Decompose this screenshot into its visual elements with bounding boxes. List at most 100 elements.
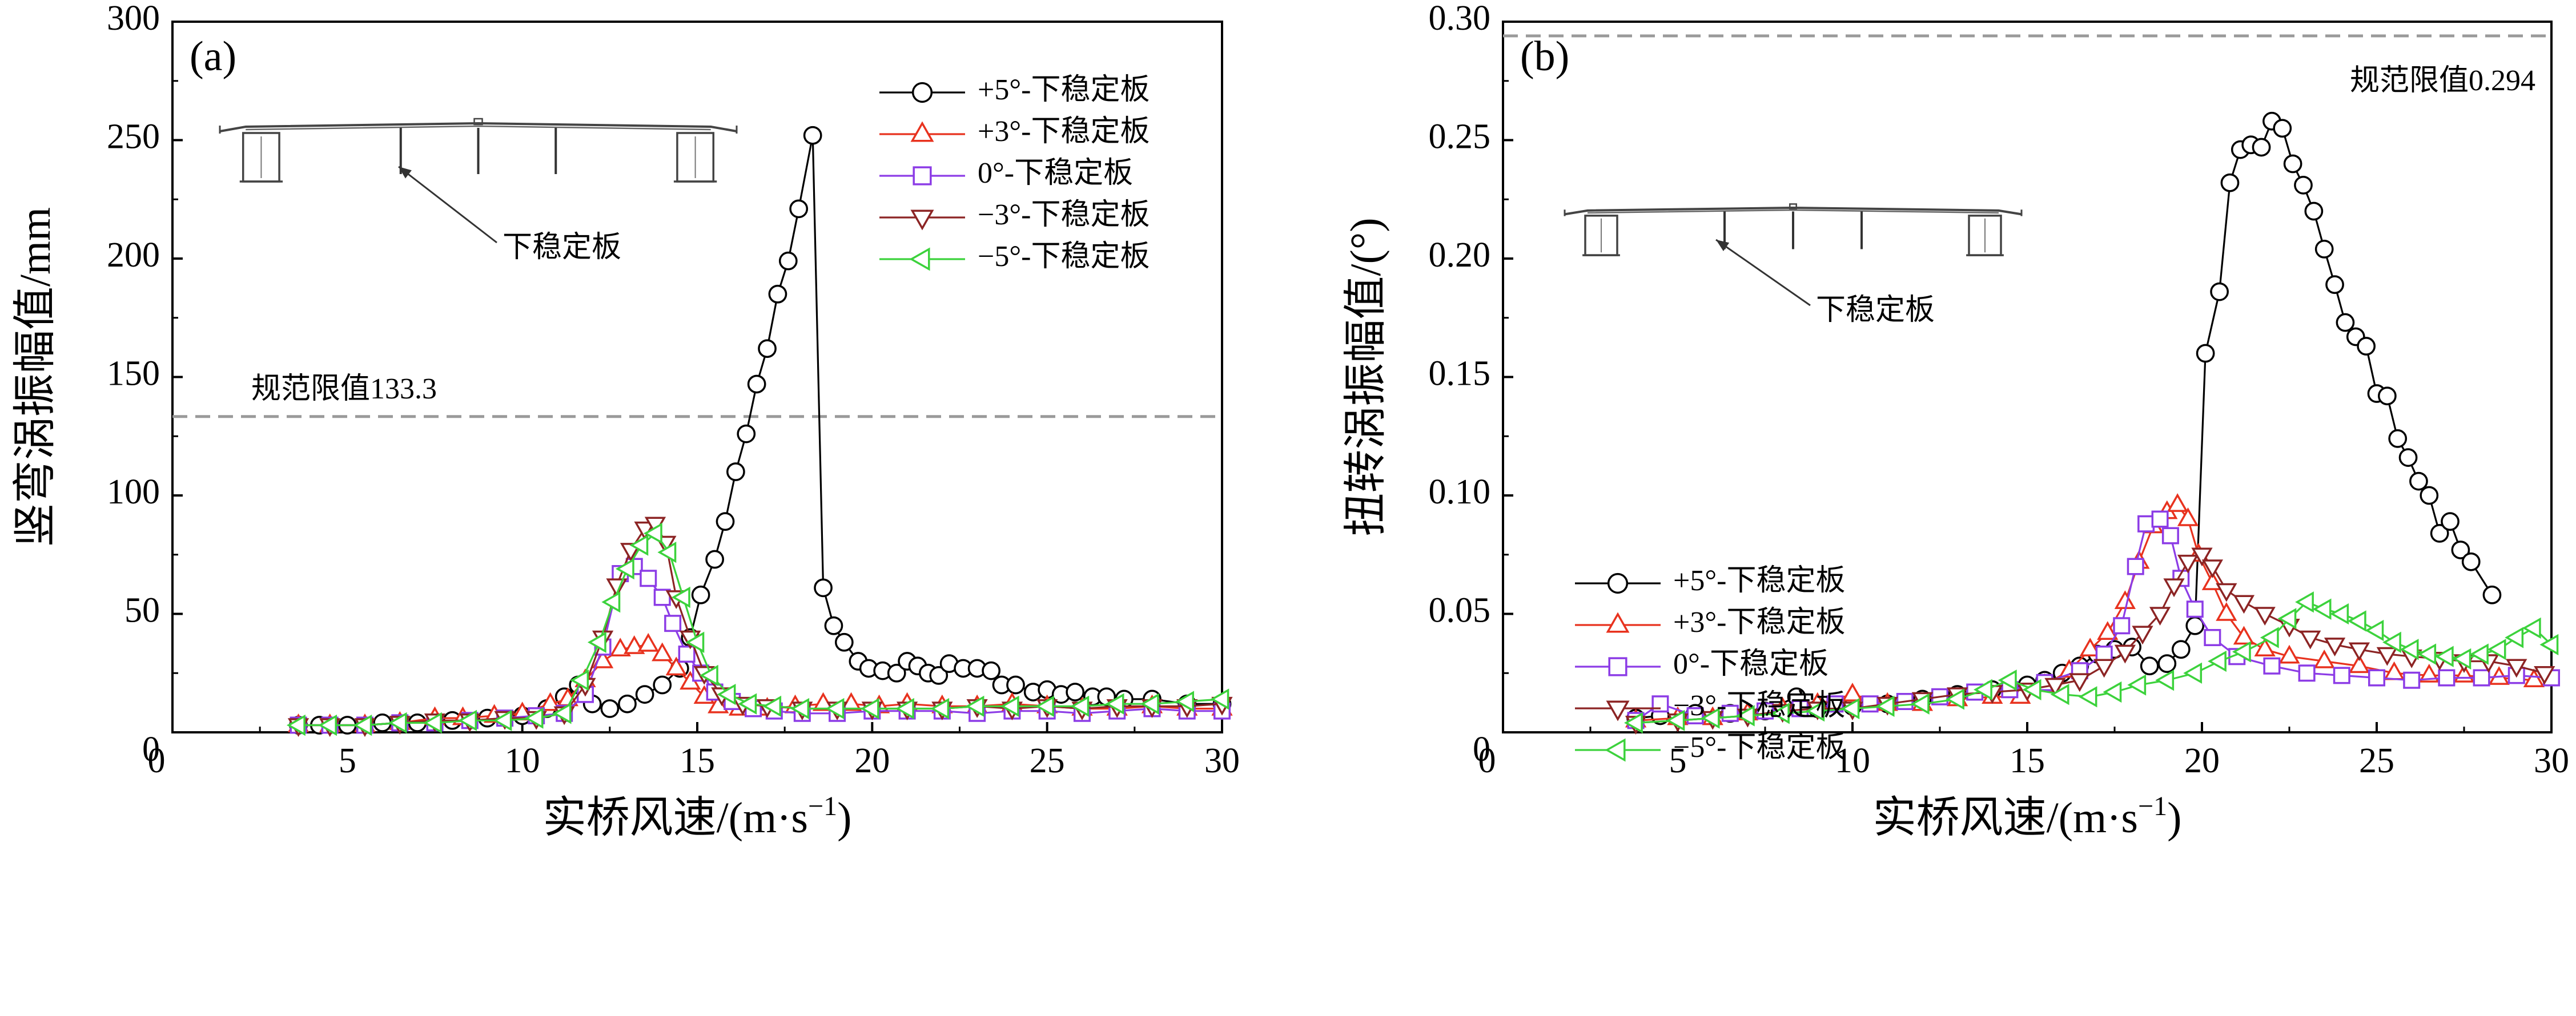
x-axis-label-close: ) (837, 794, 851, 842)
legend-label: −3°-下稳定板 (978, 199, 1150, 231)
data-point (789, 199, 809, 219)
series-3 (287, 517, 1233, 737)
data-point (1826, 695, 1844, 713)
data-point (2163, 578, 2185, 598)
y-axis: 0.05 0.10 0.15 0.20 0.25 0.30 0 (1429, 0, 1513, 769)
data-point (2232, 641, 2251, 663)
data-point (2183, 662, 2203, 684)
data-point (2473, 669, 2490, 687)
data-point (2044, 678, 2066, 697)
x-tick-label: 30 (2534, 741, 2569, 780)
legend-entry: 0°-下稳定板 (1575, 648, 1828, 680)
data-point (615, 558, 634, 580)
data-point (2252, 138, 2271, 157)
data-point (2114, 644, 2136, 664)
data-point (738, 693, 757, 715)
data-point (1840, 698, 1860, 720)
data-point (2093, 659, 2115, 678)
data-point (624, 635, 645, 654)
data-point (2365, 619, 2384, 642)
x-tick-label: 25 (2359, 741, 2394, 780)
data-point (664, 615, 682, 632)
legend-label: −3°-下稳定板 (1673, 690, 1845, 722)
x-axis-label-exponent: −1 (2138, 791, 2167, 821)
data-point (2430, 524, 2449, 543)
data-point (929, 666, 949, 685)
x-axis-label-exponent: −1 (808, 791, 837, 821)
data-point (2114, 590, 2136, 610)
data-point (1000, 695, 1019, 717)
data-point (762, 695, 782, 717)
data-point (930, 698, 950, 720)
data-point (790, 698, 810, 720)
arrow-head (1716, 240, 1730, 251)
x-tick-label: 30 (1204, 741, 1240, 780)
deck-outline (219, 122, 737, 132)
bridge-section-inset (1564, 203, 2023, 256)
legend-marker (1606, 612, 1630, 633)
x-tick-label: 15 (2010, 741, 2045, 780)
legend-marker (910, 209, 934, 231)
x-axis-label-close: ) (2167, 794, 2181, 842)
data-point (2398, 448, 2418, 467)
x-axis-label: 实桥风速/(m·s−1) (543, 791, 852, 842)
legend-label: −5°-下稳定板 (978, 240, 1150, 273)
y-tick-label: 50 (124, 591, 160, 630)
legend-entry: +3°-下稳定板 (1575, 606, 1845, 639)
data-point (2417, 643, 2437, 665)
data-point (2155, 670, 2175, 691)
data-point (758, 339, 777, 358)
data-point (2220, 173, 2240, 192)
data-point (2452, 648, 2471, 670)
legend-marker (1608, 657, 1627, 676)
median-barrier (473, 118, 483, 126)
legend-label: +5°-下稳定板 (978, 74, 1150, 106)
data-point (2216, 583, 2237, 602)
inset-arrow (398, 166, 497, 244)
data-point (685, 631, 705, 653)
data-point (2233, 626, 2255, 645)
data-point (2313, 649, 2335, 668)
legend-label: 0°-下稳定板 (978, 157, 1133, 190)
data-point (2300, 630, 2321, 650)
legend-entry: 0°-下稳定板 (879, 157, 1133, 190)
y-tick-label: 250 (107, 118, 160, 156)
legend-marker (1607, 572, 1629, 594)
data-point (629, 534, 649, 556)
data-point (737, 424, 756, 444)
y-tick-label: 150 (107, 354, 160, 393)
data-point (2487, 639, 2506, 660)
data-point (2167, 493, 2188, 512)
data-point (2208, 650, 2227, 672)
data-point (2400, 639, 2419, 660)
data-point (637, 632, 659, 652)
x-tick-label: 10 (1835, 741, 1870, 780)
y-tick-label: 0.05 (1429, 591, 1491, 630)
legend-marker (1606, 700, 1630, 721)
arrow-head (399, 167, 412, 179)
data-point (1910, 693, 1930, 715)
data-point (2482, 585, 2502, 604)
y-tick-label: 0.10 (1429, 473, 1491, 511)
data-point (747, 374, 766, 394)
data-point (2254, 607, 2276, 626)
data-point (1974, 679, 1992, 700)
code-limit-label: 规范限值0.294 (2350, 64, 2535, 97)
data-point (2277, 608, 2297, 630)
bridge-section-inset (219, 118, 738, 183)
data-point (1998, 670, 2017, 691)
data-point (643, 522, 662, 545)
data-point (540, 692, 561, 711)
data-point (2461, 552, 2481, 571)
panel-label: (b) (1520, 33, 1569, 80)
data-point (825, 698, 845, 720)
y-tick-label: 0 (1473, 730, 1490, 769)
data-point (652, 642, 673, 662)
data-point (2324, 638, 2346, 656)
data-point (2539, 634, 2559, 656)
data-point (2161, 527, 2179, 545)
data-point (1842, 683, 1863, 701)
data-point (824, 616, 843, 635)
data-point (834, 632, 854, 652)
data-point (2522, 617, 2541, 639)
